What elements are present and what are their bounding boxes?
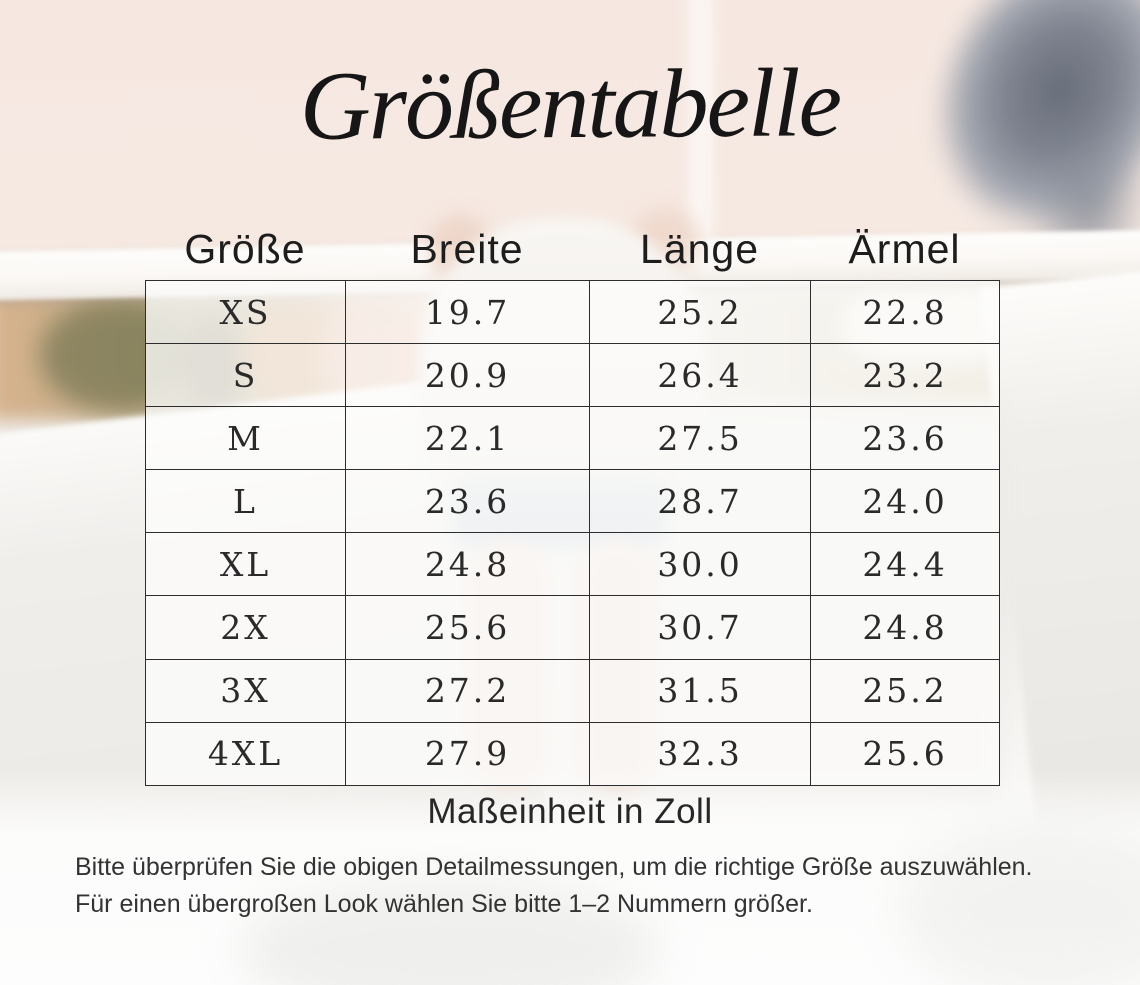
size-table-body: XS 19.7 25.2 22.8 S 20.9 26.4 23.2 M 22.1 27.5 23.6… (145, 279, 1000, 786)
unit-caption: Maßeinheit in Zoll (427, 792, 713, 831)
value-cell: 27.5 (589, 406, 811, 471)
value-cell: 25.2 (810, 658, 1000, 723)
value-cell: 24.0 (810, 469, 1000, 534)
value-cell: 23.6 (810, 406, 1000, 471)
value-cell: 31.5 (589, 658, 811, 723)
size-cell: 2X (145, 595, 346, 660)
table-row: 3X 27.2 31.5 25.2 (145, 658, 1000, 723)
size-table: XS 19.7 25.2 22.8 S 20.9 26.4 23.2 M 22.1 27.5 23.6… (145, 279, 1000, 786)
value-cell: 24.8 (810, 595, 1000, 660)
size-cell: 4XL (145, 721, 346, 786)
column-header-breite: Breite (410, 226, 524, 272)
table-row: L 23.6 28.7 24.0 (145, 469, 1000, 534)
photo-floor-shade (240, 880, 660, 985)
table-row: XS 19.7 25.2 22.8 (145, 279, 1000, 345)
column-header-laenge: Länge (639, 226, 759, 272)
chart-title: Größentabelle (299, 49, 841, 161)
table-row: S 20.9 26.4 23.2 (145, 343, 1000, 408)
table-row: 2X 25.6 30.7 24.8 (145, 595, 1000, 660)
size-cell: 3X (145, 658, 346, 723)
value-cell: 27.9 (345, 721, 590, 786)
value-cell: 28.7 (589, 469, 811, 534)
value-cell: 26.4 (589, 343, 811, 408)
size-cell: S (145, 343, 346, 408)
column-header-aermel: Ärmel (848, 226, 961, 272)
value-cell: 22.1 (345, 406, 590, 471)
footnote-line-2: Für einen übergroßen Look wählen Sie bit… (75, 890, 813, 918)
table-row: M 22.1 27.5 23.6 (145, 406, 1000, 471)
value-cell: 24.8 (345, 532, 590, 597)
value-cell: 19.7 (345, 279, 590, 345)
value-cell: 24.4 (810, 532, 1000, 597)
footnote-line-1: Bitte überprüfen Sie die obigen Detailme… (75, 853, 1033, 881)
table-row: 4XL 27.9 32.3 25.6 (145, 721, 1000, 786)
value-cell: 23.2 (810, 343, 1000, 408)
photo-railing-post (688, 0, 714, 250)
value-cell: 27.2 (345, 658, 590, 723)
size-cell: M (145, 406, 346, 471)
value-cell: 30.7 (589, 595, 811, 660)
value-cell: 25.6 (345, 595, 590, 660)
size-cell: XS (145, 279, 346, 345)
value-cell: 25.6 (810, 721, 1000, 786)
footnote: Bitte überprüfen Sie die obigen Detailme… (75, 849, 1135, 923)
photo-floor-shade-right (900, 820, 1140, 985)
value-cell: 23.6 (345, 469, 590, 534)
value-cell: 20.9 (345, 343, 590, 408)
size-cell: L (145, 469, 346, 534)
table-row: XL 24.8 30.0 24.4 (145, 532, 1000, 597)
value-cell: 30.0 (589, 532, 811, 597)
size-cell: XL (145, 532, 346, 597)
value-cell: 32.3 (589, 721, 811, 786)
column-header-groesse: Größe (184, 226, 306, 272)
value-cell: 22.8 (810, 279, 1000, 345)
value-cell: 25.2 (589, 279, 811, 345)
table-header-row: Größe Breite Länge Ärmel (145, 218, 999, 274)
